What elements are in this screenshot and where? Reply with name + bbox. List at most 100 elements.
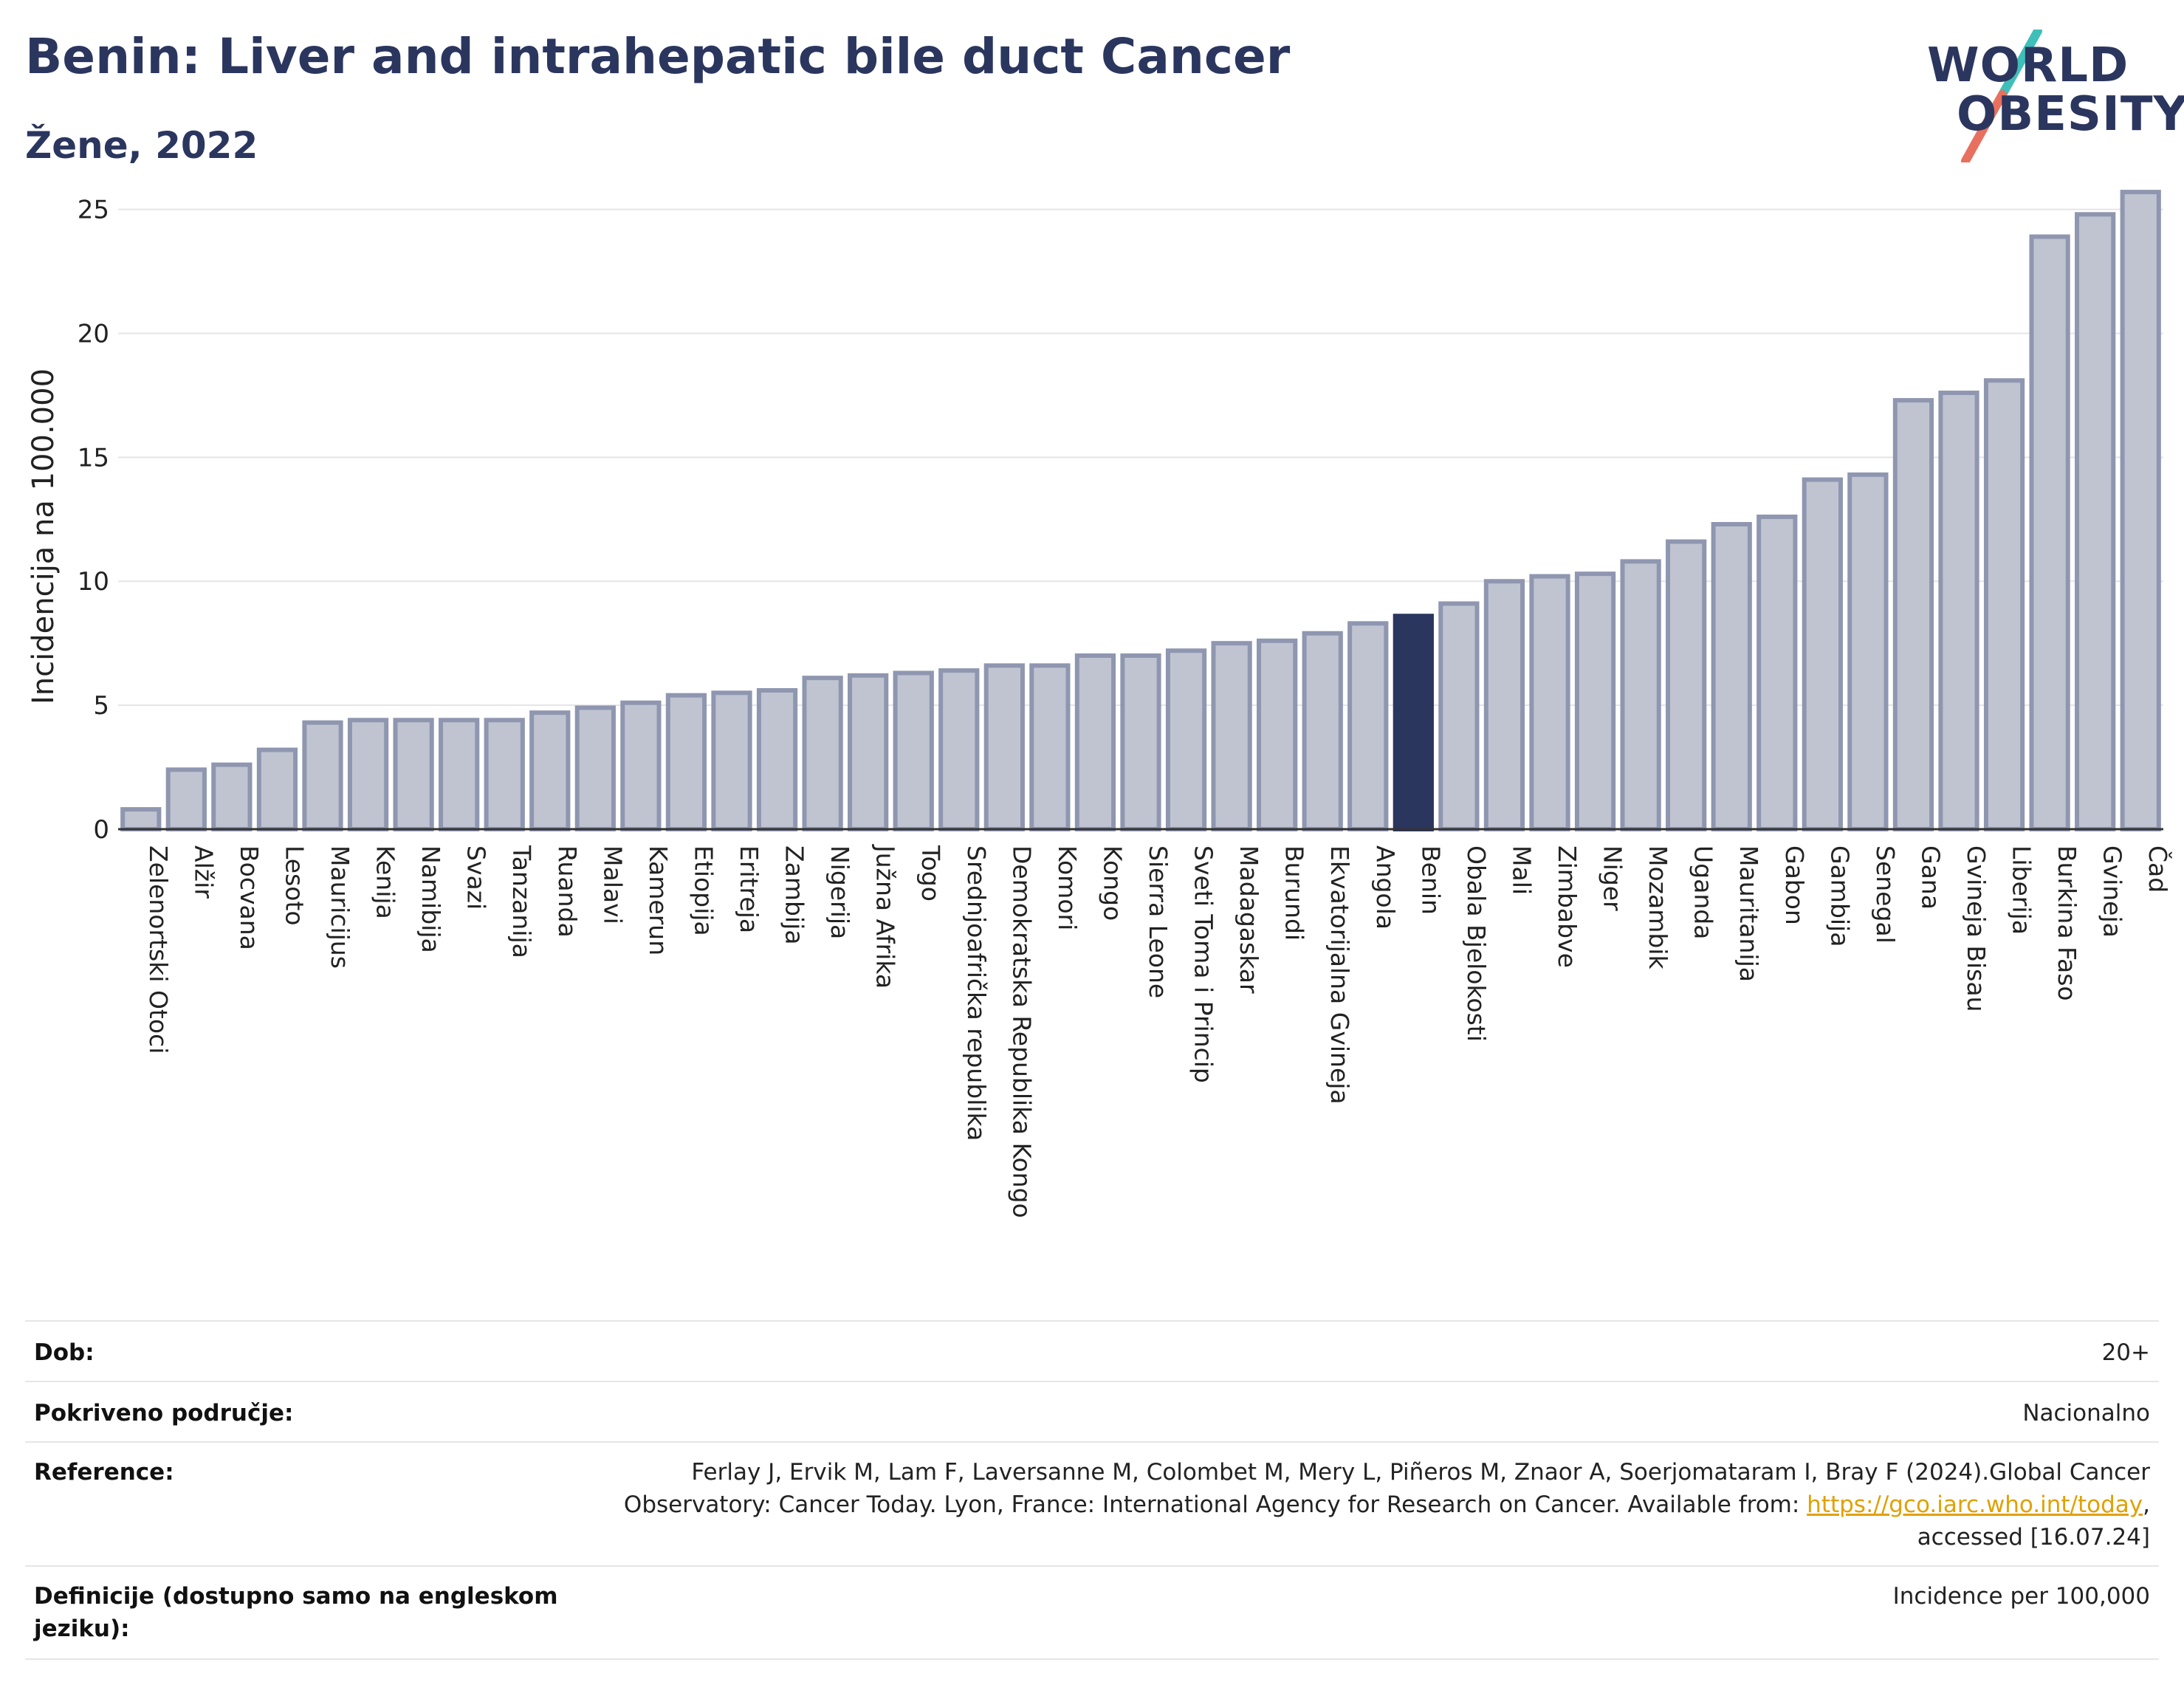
bar-togo — [893, 670, 934, 832]
meta-row-age: Dob: 20+ — [25, 1320, 2159, 1382]
y-axis-ticks: 0 5 10 15 20 25 — [78, 196, 109, 845]
bar-gambija — [1802, 477, 1843, 831]
x-tick-label: Uganda — [1689, 845, 1718, 939]
bar-etiopija — [665, 693, 707, 832]
reference-comma: , — [2143, 1491, 2150, 1518]
meta-value-reference-line3: accessed [16.07.24] — [1917, 1524, 2150, 1551]
bar-madagaskar — [1211, 641, 1252, 832]
x-tick-label: Senegal — [1871, 845, 1900, 944]
bar-namibija — [393, 718, 434, 831]
bar-liberija — [1983, 378, 2025, 831]
bar-kamerun — [620, 700, 662, 831]
meta-label-definitions-line2: jeziku): — [34, 1616, 130, 1642]
bar-svazi — [439, 718, 480, 831]
bar-kongo — [1074, 653, 1116, 832]
x-tick-label: Tanzanija — [507, 845, 536, 958]
y-tick-label: 20 — [78, 319, 109, 349]
x-tick-label: Lesoto — [280, 845, 309, 926]
x-tick-label: Sierra Leone — [1144, 845, 1172, 998]
y-tick-label: 5 — [93, 691, 109, 721]
x-tick-label: Bocvana — [235, 845, 264, 950]
slash-mark-icon — [1961, 30, 2042, 162]
bar-gabon — [1757, 514, 1798, 832]
x-tick-label: Gvineja — [2098, 845, 2127, 938]
bar-sveti-toma-i-princip — [1165, 648, 1207, 831]
bar-sierra-leone — [1120, 653, 1161, 832]
x-tick-label: Zambija — [780, 845, 809, 944]
bar-eritreja — [711, 690, 752, 831]
x-tick-label: Gana — [1916, 845, 1945, 910]
x-tick-label: Burkina Faso — [2053, 845, 2081, 1001]
meta-row-definitions: Definicije (dostupno samo na engleskom j… — [25, 1565, 2159, 1660]
bar-ekvatorijalna-gvineja — [1302, 631, 1343, 831]
bar-bocvana — [211, 762, 253, 831]
x-tick-label: Gambija — [1825, 845, 1854, 947]
bar-tanzanija — [484, 718, 525, 831]
bar-ruanda — [529, 710, 571, 832]
x-tick-label: Mauritanija — [1734, 845, 1763, 982]
x-tick-label: Zelenortski Otoci — [144, 845, 173, 1054]
bar-zambija — [756, 687, 798, 831]
x-tick-label: Malavi — [598, 845, 627, 924]
x-tick-label: Demokratska Republika Kongo — [1007, 845, 1036, 1218]
x-tick-label: Madagaskar — [1234, 845, 1263, 994]
bar-mauritanija — [1711, 522, 1752, 831]
x-tick-label: Kongo — [1098, 845, 1127, 921]
x-tick-label: Angola — [1371, 845, 1400, 930]
bar-chart: 0 5 10 15 20 25 Zelenortski Otoci Alžir Bocvana… — [27, 190, 2173, 1218]
bar-uganda — [1666, 539, 1707, 831]
bar-angola — [1347, 621, 1389, 831]
bar-lesoto — [256, 747, 298, 831]
x-tick-label: Obala Bjelokosti — [1462, 845, 1491, 1042]
x-tick-label: Ruanda — [553, 845, 582, 938]
bar-južna-afrika — [848, 673, 889, 831]
bar-senegal — [1847, 472, 1889, 831]
x-tick-label: Mauricijus — [326, 845, 354, 969]
bar-alžir — [165, 767, 207, 832]
x-tick-label: Etiopija — [689, 845, 718, 936]
bar-kenija — [347, 718, 389, 831]
x-tick-label: Srednjoafrička republika — [962, 845, 991, 1141]
x-tick-label: Čad — [2143, 845, 2173, 893]
x-axis-ticks: Zelenortski Otoci Alžir Bocvana Lesoto Mauri… — [144, 844, 2173, 1218]
bar-burkina-faso — [2029, 234, 2070, 831]
meta-value-definitions: Incidence per 100,000 — [1892, 1583, 2150, 1610]
x-tick-label: Nigerija — [825, 845, 854, 939]
x-tick-label: Južna Afrika — [871, 844, 900, 989]
x-tick-label: Zimbabve — [1553, 845, 1582, 968]
x-tick-label: Komori — [1053, 845, 1082, 930]
y-tick-label: 0 — [93, 815, 109, 845]
meta-label-reference: Reference: — [34, 1459, 174, 1486]
x-tick-label: Burundi — [1280, 845, 1309, 941]
meta-row-reference: Reference: Ferlay J, Ervik M, Lam F, Lav… — [25, 1441, 2159, 1567]
reference-text: Observatory: Cancer Today. Lyon, France:… — [623, 1491, 1807, 1518]
chart-subtitle: Žene, 2022 — [25, 124, 258, 167]
bar-zelenortski-otoci — [120, 807, 162, 831]
x-tick-label: Kenija — [371, 845, 400, 919]
world-obesity-logo: WORLD OBESITY — [1927, 30, 2184, 162]
meta-value-reference-line2: Observatory: Cancer Today. Lyon, France:… — [624, 1489, 2150, 1521]
bar-gvineja-bisau — [1938, 391, 1979, 831]
bar-demokratska-republika-kongo — [983, 663, 1025, 832]
chart-title: Benin: Liver and intrahepatic bile duct … — [25, 28, 1291, 85]
bar-zimbabve — [1529, 574, 1570, 831]
x-tick-label: Benin — [1416, 845, 1445, 915]
x-tick-label: Ekvatorijalna Gvineja — [1325, 845, 1354, 1105]
x-tick-label: Eritreja — [735, 845, 763, 933]
x-tick-label: Gvineja Bisau — [1962, 845, 1991, 1012]
y-axis-label: Incidencija na 100.000 — [27, 368, 61, 704]
x-tick-label: Namibija — [416, 845, 445, 953]
bar-burundi — [1257, 638, 1298, 831]
bar-čad — [2120, 190, 2161, 832]
bar-malavi — [574, 705, 616, 831]
y-tick-label: 10 — [78, 567, 109, 597]
meta-label-definitions-line1: Definicije (dostupno samo na engleskom — [34, 1583, 558, 1610]
logo-text-world: WORLD — [1927, 38, 2129, 93]
y-tick-label: 25 — [78, 196, 109, 225]
reference-link[interactable]: https://gco.iarc.who.int/today — [1807, 1491, 2143, 1518]
x-tick-label: Niger — [1598, 845, 1627, 911]
meta-value-age: 20+ — [2101, 1339, 2150, 1366]
bar-nigerija — [802, 676, 843, 832]
meta-value-reference-line1: Ferlay J, Ervik M, Lam F, Laversanne M, … — [691, 1459, 2150, 1486]
bar-benin — [1393, 614, 1434, 831]
